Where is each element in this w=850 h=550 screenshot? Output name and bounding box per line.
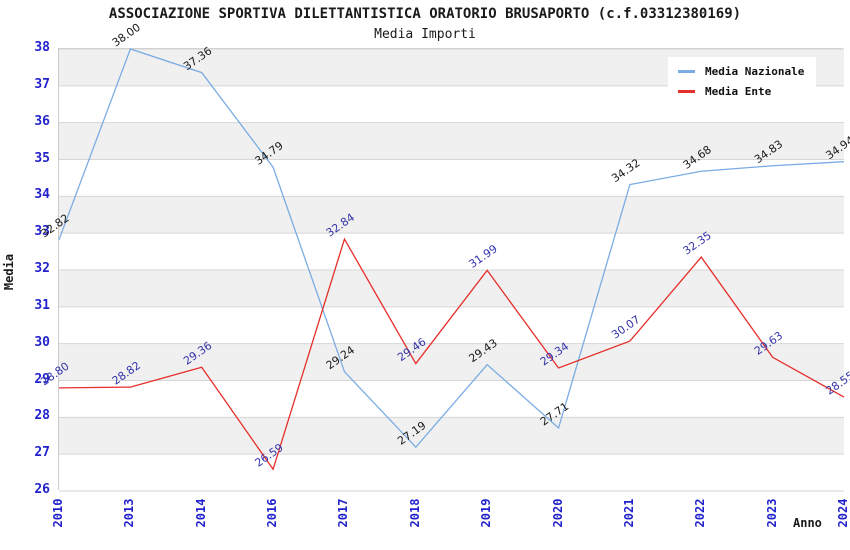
y-tick-label: 35 xyxy=(34,150,50,166)
y-tick-label: 38 xyxy=(34,40,50,55)
plot-area: 32.82 38.00 37.36 34.79 29.24 27.19 29.43 27.71… xyxy=(38,21,850,492)
y-tick-label: 37 xyxy=(34,76,50,92)
legend: Media Nazionale Media Ente xyxy=(668,57,817,105)
series-line-media-ente xyxy=(58,237,845,471)
y-tick-label: 26 xyxy=(34,482,50,497)
plot-band xyxy=(59,343,844,381)
x-tick-label: 2013 xyxy=(122,498,137,528)
plot-band xyxy=(59,122,844,160)
y-tick-label: 28 xyxy=(34,408,50,424)
x-tick-label: 2024 xyxy=(836,498,850,528)
x-tick-label: 2021 xyxy=(621,498,636,528)
line-chart: 32.8238.0037.3634.7929.2427.1929.4327.71… xyxy=(38,21,850,492)
x-tick-label: 2018 xyxy=(407,498,422,528)
x-tick-label: 2022 xyxy=(693,498,708,528)
y-tick-label: 27 xyxy=(34,445,50,461)
chart-title: ASSOCIAZIONE SPORTIVA DILETTANTISTICA OR… xyxy=(108,6,742,22)
x-axis-title: Anno xyxy=(793,516,822,530)
plot-band xyxy=(59,417,844,455)
x-tick-label: 2014 xyxy=(193,498,208,528)
chart-subtitle: Media Importi xyxy=(374,27,476,42)
legend-label-ente: Media Ente xyxy=(705,85,772,98)
plot-band xyxy=(59,380,844,418)
y-tick-label: 36 xyxy=(34,113,50,129)
legend-swatch-ente-icon xyxy=(678,90,695,93)
x-tick-label: 2023 xyxy=(764,498,779,528)
x-tick-label: 2020 xyxy=(550,498,565,528)
x-tick-label: 2016 xyxy=(265,498,280,528)
y-tick-label: 31 xyxy=(34,297,50,313)
legend-label-nazionale: Media Nazionale xyxy=(705,65,805,78)
y-tick-label: 34 xyxy=(34,187,50,203)
plot-band xyxy=(59,159,844,197)
legend-item-media-nazionale: Media Nazionale xyxy=(678,65,804,78)
x-tick-label: 2017 xyxy=(336,498,351,528)
plot-band xyxy=(59,270,844,307)
legend-item-media-ente: Media Ente xyxy=(678,85,804,98)
y-tick-label: 33 xyxy=(34,224,50,240)
legend-swatch-nazionale-icon xyxy=(678,70,695,73)
plot-band xyxy=(59,306,844,344)
plot-band xyxy=(59,233,844,270)
y-tick-label: 29 xyxy=(34,371,50,387)
series-line-media-nazionale xyxy=(58,48,845,449)
y-tick-label: 30 xyxy=(34,334,50,350)
x-tick-label: 2010 xyxy=(51,498,65,528)
y-tick-label: 32 xyxy=(34,261,50,276)
plot-band xyxy=(59,454,844,491)
x-tick-label: 2019 xyxy=(479,498,494,528)
plot-band xyxy=(59,196,844,234)
